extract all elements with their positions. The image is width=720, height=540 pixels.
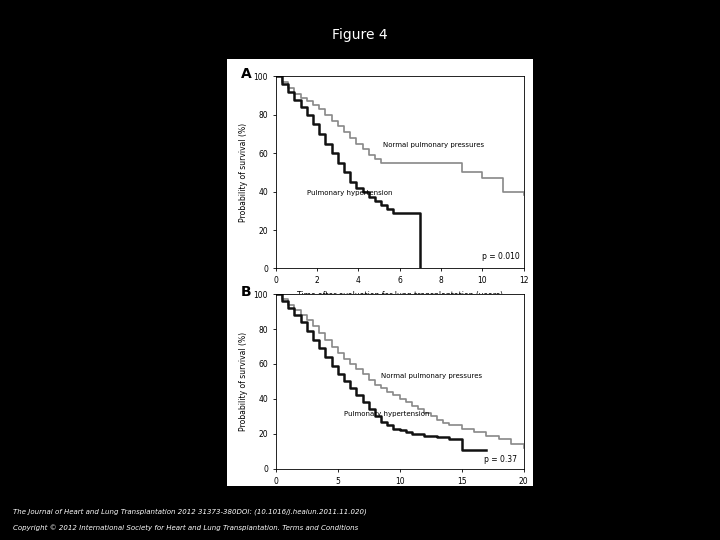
Text: Pulmonary hypertension: Pulmonary hypertension [307, 191, 392, 197]
Y-axis label: Probability of survival (%): Probability of survival (%) [239, 332, 248, 431]
Y-axis label: Probability of survival (%): Probability of survival (%) [239, 123, 248, 222]
Text: Pulmonary hypertension: Pulmonary hypertension [344, 411, 429, 417]
Text: Normal pulmonary pressures: Normal pulmonary pressures [383, 143, 485, 148]
Text: Copyright © 2012 International Society for Heart and Lung Transplantation. Terms: Copyright © 2012 International Society f… [13, 525, 359, 531]
Text: B: B [241, 285, 252, 299]
Text: The Journal of Heart and Lung Transplantation 2012 31373-380DOI: (10.1016/j.heal: The Journal of Heart and Lung Transplant… [13, 509, 366, 515]
Text: p = 0.010: p = 0.010 [482, 252, 520, 261]
Text: Normal pulmonary pressures: Normal pulmonary pressures [381, 373, 482, 379]
Text: Figure 4: Figure 4 [332, 28, 388, 42]
Text: p = 0.37: p = 0.37 [485, 455, 518, 464]
Text: A: A [241, 67, 252, 81]
X-axis label: Time after lung transplantation (years): Time after lung transplantation (years) [325, 491, 474, 500]
X-axis label: Time after evaluation for lung transplantation (years): Time after evaluation for lung transplan… [297, 291, 503, 300]
